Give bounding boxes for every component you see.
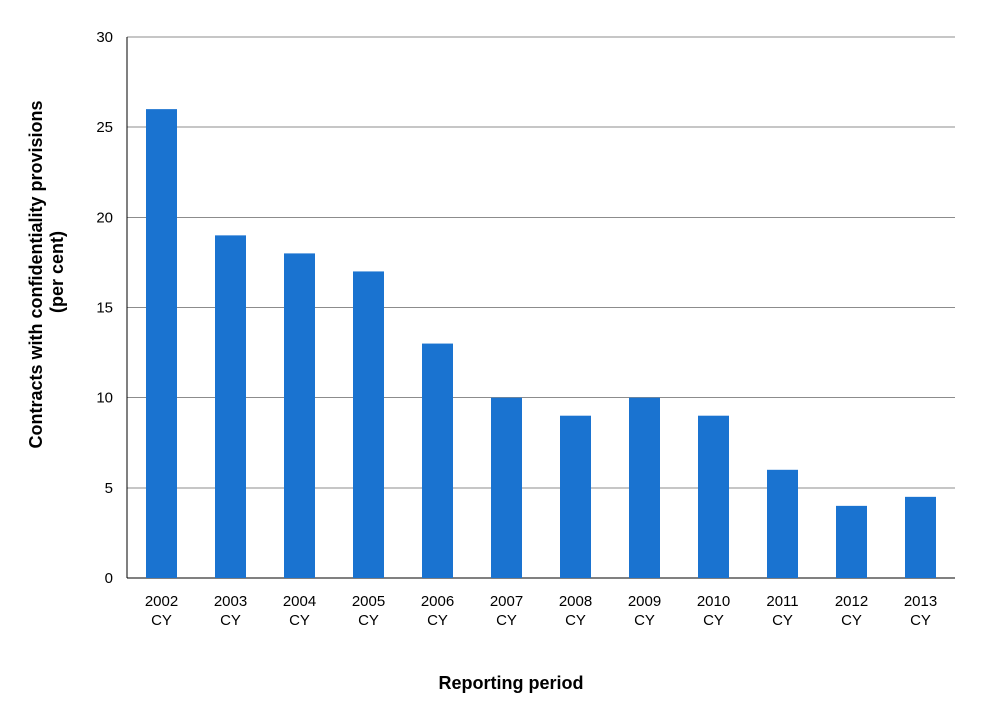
- x-tick-label: 2013 CY: [904, 593, 937, 629]
- bar: [560, 415, 591, 578]
- y-tick-label: 20: [96, 209, 113, 226]
- x-tick-label: 2002 CY: [145, 593, 178, 629]
- bar: [353, 271, 384, 578]
- y-axis-title-line-1: Contracts with confidentiality provision…: [26, 100, 46, 448]
- x-tick-label: 2008 CY: [559, 593, 592, 629]
- gridlines: [126, 36, 955, 579]
- bar: [629, 397, 660, 578]
- bar: [905, 496, 936, 578]
- x-tick-label: 2004 CY: [283, 593, 316, 629]
- x-tick-label: 2012 CY: [835, 593, 868, 629]
- bar: [491, 397, 522, 578]
- bar: [215, 235, 246, 578]
- y-axis-title: Contracts with confidentiality provision…: [26, 95, 67, 448]
- x-axis-title: Reporting period: [439, 673, 584, 693]
- bar: [146, 109, 177, 578]
- bar: [284, 253, 315, 578]
- x-tick-label: 2009 CY: [628, 593, 661, 629]
- y-tick-label: 5: [105, 480, 113, 497]
- bar: [422, 343, 453, 578]
- x-tick-label: 2003 CY: [214, 593, 247, 629]
- y-tick-label: 15: [96, 300, 113, 317]
- bars: [146, 109, 936, 578]
- y-tick-label: 10: [96, 390, 113, 407]
- bar: [698, 415, 729, 578]
- y-tick-label: 30: [96, 29, 113, 46]
- x-tick-label: 2006 CY: [421, 593, 454, 629]
- y-tick-label: 25: [96, 119, 113, 136]
- bar: [836, 505, 867, 578]
- y-tick-labels: 0 5 10 15 20 25 30: [96, 29, 113, 587]
- x-tick-label: 2010 CY: [697, 593, 730, 629]
- y-axis-title-line-2: (per cent): [47, 231, 67, 313]
- x-tick-label: 2007 CY: [490, 593, 523, 629]
- x-tick-label: 2011 CY: [766, 593, 798, 629]
- bar: [767, 469, 798, 578]
- y-tick-label: 0: [105, 570, 113, 587]
- x-tick-labels: 2002 CY 2003 CY 2004 CY 2005 CY 2006 CY 2007 CY 2008…: [145, 593, 937, 629]
- x-tick-label: 2005 CY: [352, 593, 385, 629]
